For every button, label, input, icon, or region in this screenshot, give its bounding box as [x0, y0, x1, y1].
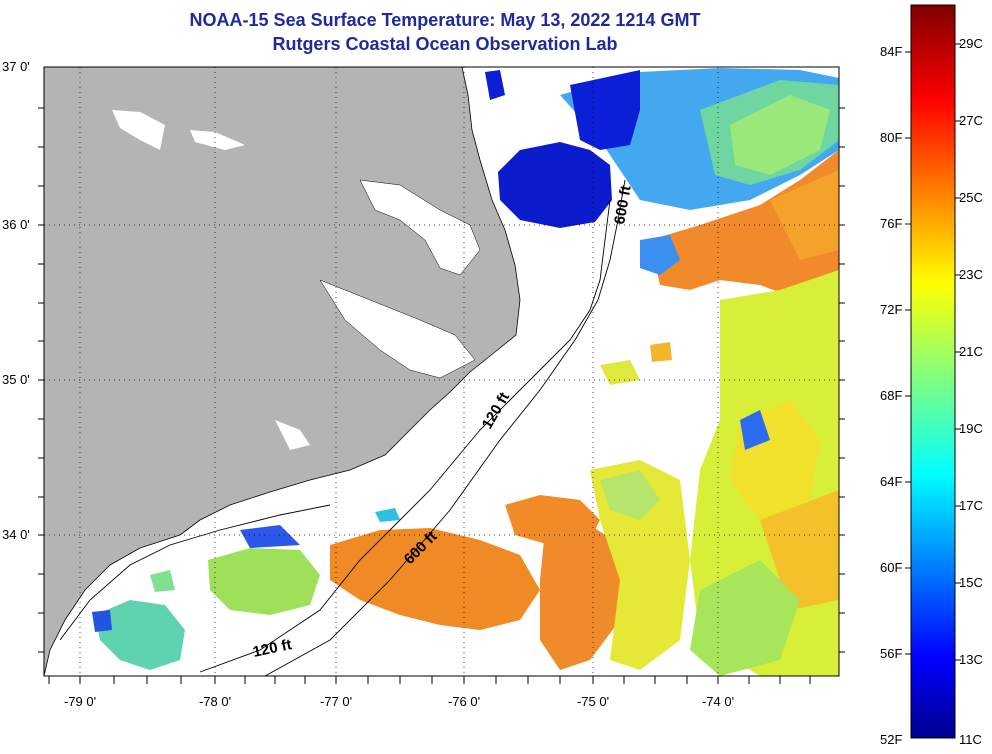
lat-label: 37 0' [2, 59, 30, 74]
colorbar-c-label: 27C [959, 113, 983, 128]
colorbar-f-label: 60F [880, 560, 902, 575]
colorbar-c-label: 15C [959, 575, 983, 590]
contour-label: 600 ft [611, 184, 635, 226]
colorbar-c-label: 13C [959, 652, 983, 667]
colorbar-c-label: 17C [959, 498, 983, 513]
map-frame [43, 66, 840, 677]
sst-data-layer [92, 68, 839, 676]
lat-label: 35 0' [2, 372, 30, 387]
colorbar-c-label: 19C [959, 421, 983, 436]
lon-label: -79 0' [64, 694, 96, 709]
lon-label: -76 0' [448, 694, 480, 709]
lon-label: -77 0' [320, 694, 352, 709]
colorbar-f-label: 56F [880, 646, 902, 661]
colorbar-c-label: 21C [959, 344, 983, 359]
colorbar-f-label: 72F [880, 302, 902, 317]
depth-contours [59, 179, 626, 676]
lon-label: -78 0' [199, 694, 231, 709]
colorbar-c-label: 29C [959, 36, 983, 51]
map-title: NOAA-15 Sea Surface Temperature: May 13,… [189, 10, 701, 30]
colorbar-f-label: 52F [880, 732, 902, 747]
colorbar-c-label: 23C [959, 267, 983, 282]
map-subtitle: Rutgers Coastal Ocean Observation Lab [272, 34, 618, 54]
colorbar-f-label: 84F [880, 44, 902, 59]
axis-ticks [38, 107, 845, 684]
colorbar-f-label: 76F [880, 216, 902, 231]
lon-label: -75 0' [577, 694, 609, 709]
land-mass [44, 67, 521, 676]
colorbar-f-label: 68F [880, 388, 902, 403]
lat-label: 34 0' [2, 527, 30, 542]
lon-label: -74 0' [702, 694, 734, 709]
colorbar-c-label: 11C [959, 732, 982, 747]
colorbar-f-label: 80F [880, 130, 902, 145]
colorbar-f-label: 64F [880, 474, 902, 489]
colorbar-c-label: 25C [959, 190, 983, 205]
colorbar-ticks [905, 43, 961, 661]
lat-label: 36 0' [2, 217, 30, 232]
colorbar [910, 4, 956, 739]
